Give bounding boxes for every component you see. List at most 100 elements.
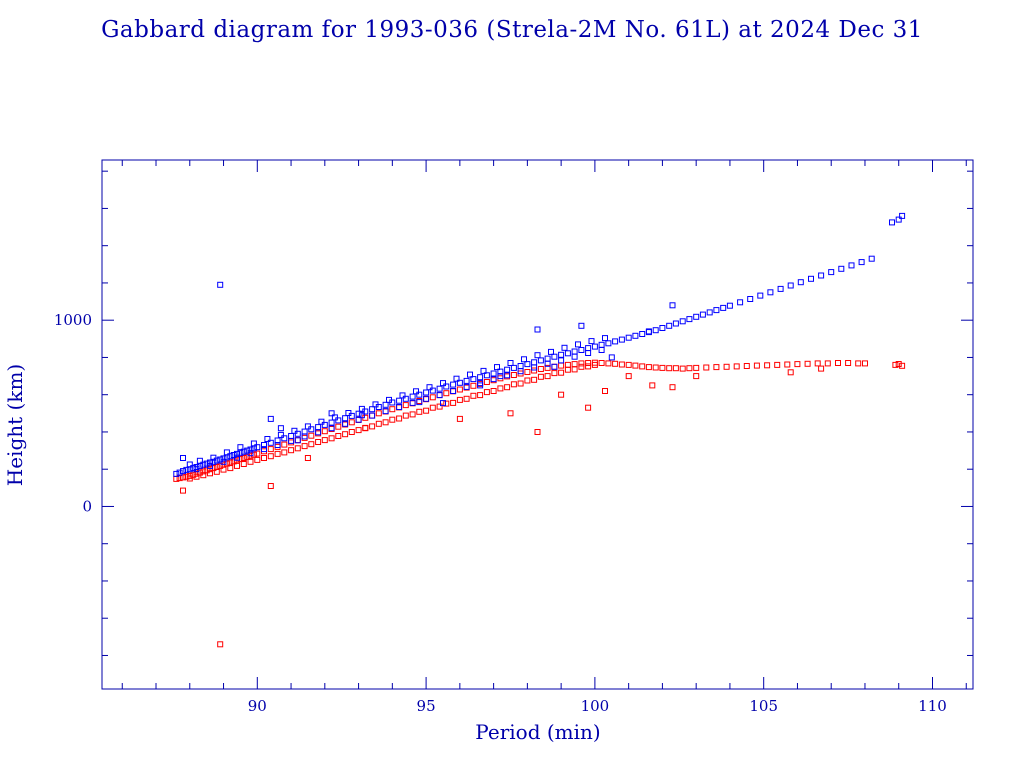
perigee-point — [423, 407, 430, 414]
apogee-point — [521, 356, 527, 363]
perigee-point — [551, 363, 558, 370]
apogee-point — [679, 318, 686, 325]
apogee-point — [369, 406, 376, 413]
perigee-point — [456, 386, 463, 393]
perigee-point — [564, 361, 571, 368]
apogee-point — [571, 353, 578, 360]
perigee-point — [517, 380, 524, 387]
apogee-point — [639, 331, 646, 337]
apogee-point — [497, 373, 504, 380]
perigee-point — [703, 364, 710, 371]
perigee-point — [230, 458, 237, 465]
apogee-point — [436, 385, 443, 392]
apogee-point — [618, 336, 625, 343]
apogee-point — [321, 421, 328, 428]
apogee-point — [281, 435, 288, 442]
apogee-point — [571, 348, 578, 355]
perigee-point — [180, 474, 186, 481]
apogee-point — [838, 265, 845, 272]
apogee-point — [291, 427, 298, 434]
apogee-point — [602, 335, 608, 342]
perigee-point — [824, 360, 831, 367]
apogee-point — [747, 296, 754, 302]
perigee-point — [267, 446, 274, 453]
perigee-point — [288, 439, 295, 446]
apogee-point — [483, 372, 490, 379]
apogee-point — [551, 363, 558, 370]
apogee-point — [588, 338, 595, 345]
apogee-point — [399, 392, 406, 399]
apogee-point — [240, 448, 247, 455]
apogee-point — [490, 376, 497, 383]
perigee-point — [321, 428, 328, 435]
apogee-point — [358, 405, 365, 412]
perigee-point — [612, 360, 619, 367]
perigee-point — [534, 429, 541, 435]
perigee-point — [531, 376, 538, 383]
apogee-point — [507, 360, 514, 366]
apogee-point — [180, 455, 186, 461]
apogee-point — [787, 282, 794, 289]
apogee-point — [277, 431, 284, 438]
perigee-point — [818, 365, 825, 372]
apogee-point — [247, 450, 254, 457]
perigee-point — [294, 437, 301, 444]
perigee-point — [200, 468, 207, 475]
apogee-point — [382, 408, 389, 415]
apogee-point — [517, 363, 524, 369]
perigee-point — [267, 483, 274, 489]
apogee-point — [318, 418, 325, 425]
series-perigee — [173, 359, 906, 648]
apogee-point — [467, 371, 473, 378]
perigee-point — [659, 364, 666, 371]
perigee-point — [598, 360, 605, 366]
perigee-point — [207, 466, 213, 473]
perigee-point — [456, 415, 463, 422]
perigee-point — [217, 641, 224, 648]
perigee-point — [234, 462, 240, 469]
apogee-point — [426, 384, 433, 391]
apogee-point — [288, 437, 295, 444]
apogee-point — [429, 387, 436, 394]
perigee-point — [483, 379, 490, 385]
apogee-point — [190, 465, 197, 472]
apogee-point — [598, 347, 605, 353]
perigee-point — [450, 399, 457, 406]
apogee-point — [237, 444, 244, 451]
apogee-point — [186, 461, 193, 468]
perigee-point — [348, 419, 355, 426]
apogee-point — [561, 344, 568, 351]
perigee-point — [892, 361, 899, 368]
apogee-point — [777, 285, 784, 292]
apogee-point — [848, 262, 855, 269]
apogee-point — [331, 414, 338, 421]
apogee-point — [196, 457, 203, 464]
perigee-point — [669, 384, 676, 391]
perigee-point — [369, 423, 376, 430]
apogee-point — [315, 424, 322, 431]
apogee-point — [578, 347, 585, 353]
apogee-point — [517, 368, 524, 375]
perigee-point — [396, 415, 403, 422]
perigee-point — [348, 429, 355, 435]
perigee-point — [308, 432, 315, 439]
apogee-point — [463, 383, 470, 390]
apogee-point — [217, 281, 224, 288]
apogee-point — [645, 328, 652, 335]
perigee-point — [321, 437, 328, 444]
perigee-point — [294, 445, 301, 452]
perigee-point — [429, 404, 436, 411]
perigee-point — [382, 419, 389, 426]
perigee-point — [274, 450, 281, 457]
perigee-point — [183, 473, 190, 480]
perigee-point — [186, 475, 193, 482]
perigee-point — [389, 416, 396, 423]
apogee-point — [524, 361, 531, 368]
apogee-point — [564, 350, 571, 357]
perigee-point — [504, 384, 511, 391]
apogee-point — [534, 326, 541, 333]
apogee-point — [440, 400, 446, 407]
apogee-point — [402, 395, 409, 402]
perigee-point — [571, 361, 578, 368]
apogee-point — [328, 419, 335, 426]
